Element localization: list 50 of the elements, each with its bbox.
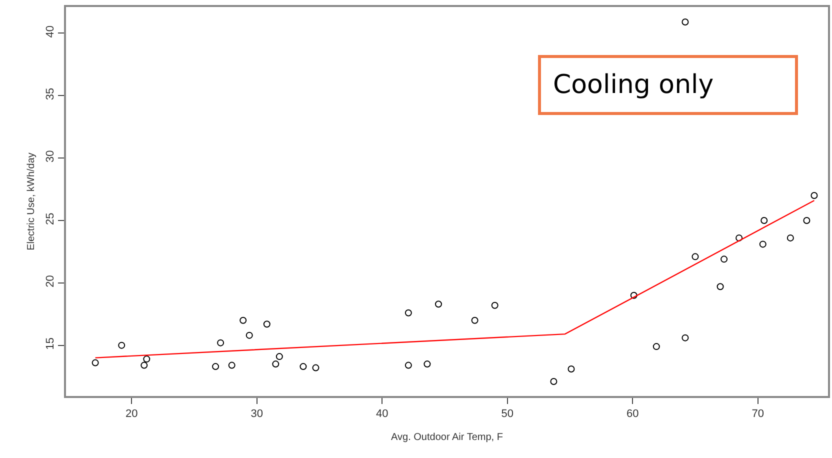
x-tick-label: 30 bbox=[250, 408, 264, 420]
point bbox=[810, 192, 818, 200]
point bbox=[682, 334, 689, 342]
point bbox=[720, 256, 728, 263]
point bbox=[630, 292, 638, 299]
point bbox=[240, 316, 247, 324]
point bbox=[491, 302, 498, 309]
point bbox=[692, 253, 699, 260]
point bbox=[217, 339, 224, 346]
point bbox=[652, 343, 660, 350]
x-axis-title: Avg. Outdoor Air Temp, F bbox=[391, 432, 503, 444]
point bbox=[760, 216, 768, 224]
point bbox=[736, 234, 743, 242]
annotation: Cooling only bbox=[553, 70, 714, 100]
point bbox=[716, 283, 724, 290]
point bbox=[143, 356, 150, 363]
y-tick-label: 30 bbox=[44, 150, 57, 163]
x-tick-label: 50 bbox=[501, 408, 514, 420]
y-axis-title: Electric Use, kWh/day bbox=[26, 152, 38, 250]
point bbox=[786, 234, 794, 242]
point bbox=[568, 366, 575, 373]
point bbox=[759, 240, 766, 248]
point bbox=[471, 316, 478, 324]
y-tick-label: 15 bbox=[44, 338, 57, 350]
point bbox=[228, 362, 236, 369]
x-tick-label: 70 bbox=[752, 408, 764, 420]
point bbox=[312, 364, 320, 372]
point bbox=[263, 320, 270, 328]
point bbox=[404, 362, 412, 369]
point bbox=[550, 378, 558, 386]
point bbox=[682, 18, 689, 26]
point bbox=[424, 360, 431, 368]
point bbox=[92, 359, 99, 366]
point bbox=[246, 332, 253, 339]
point bbox=[118, 342, 126, 349]
x-tick-label: 20 bbox=[126, 408, 138, 420]
point bbox=[276, 353, 283, 360]
y-tick-label: 20 bbox=[44, 275, 57, 288]
x-tick-label: 60 bbox=[626, 408, 639, 420]
point bbox=[803, 216, 810, 224]
point bbox=[212, 363, 220, 370]
point bbox=[300, 363, 307, 370]
point bbox=[140, 362, 148, 369]
y-tick-label: 35 bbox=[44, 88, 57, 100]
point bbox=[434, 300, 442, 308]
y-tick-label: 40 bbox=[44, 25, 57, 38]
point bbox=[272, 360, 280, 368]
point bbox=[404, 309, 412, 316]
y-tick-label: 25 bbox=[44, 212, 57, 225]
x-tick-label: 40 bbox=[376, 408, 388, 420]
